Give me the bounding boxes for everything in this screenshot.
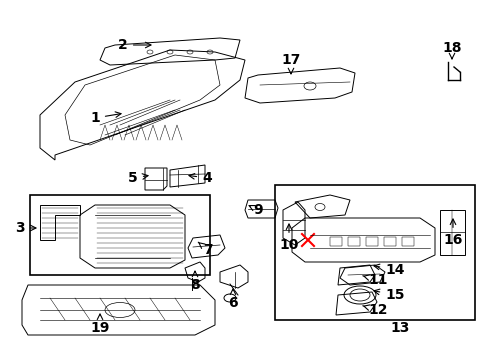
Text: 2: 2	[118, 38, 151, 52]
Text: 1: 1	[90, 111, 121, 125]
Text: 9: 9	[248, 203, 262, 217]
Bar	[274, 185, 474, 320]
Bar	[30, 195, 209, 275]
Text: 3: 3	[15, 221, 36, 235]
Text: 4: 4	[188, 171, 211, 185]
Text: 18: 18	[441, 41, 461, 59]
Text: 17: 17	[281, 53, 300, 74]
Text: 5: 5	[128, 171, 148, 185]
Text: 13: 13	[389, 321, 409, 335]
Text: 7: 7	[198, 242, 212, 257]
Text: 15: 15	[373, 288, 404, 302]
Text: 19: 19	[90, 314, 109, 335]
Text: 10: 10	[279, 224, 298, 252]
Text: 14: 14	[373, 263, 404, 277]
Text: 11: 11	[362, 273, 387, 287]
Text: 6: 6	[228, 289, 237, 310]
Text: 8: 8	[190, 271, 200, 292]
Text: 16: 16	[443, 219, 462, 247]
Text: 12: 12	[362, 303, 387, 317]
